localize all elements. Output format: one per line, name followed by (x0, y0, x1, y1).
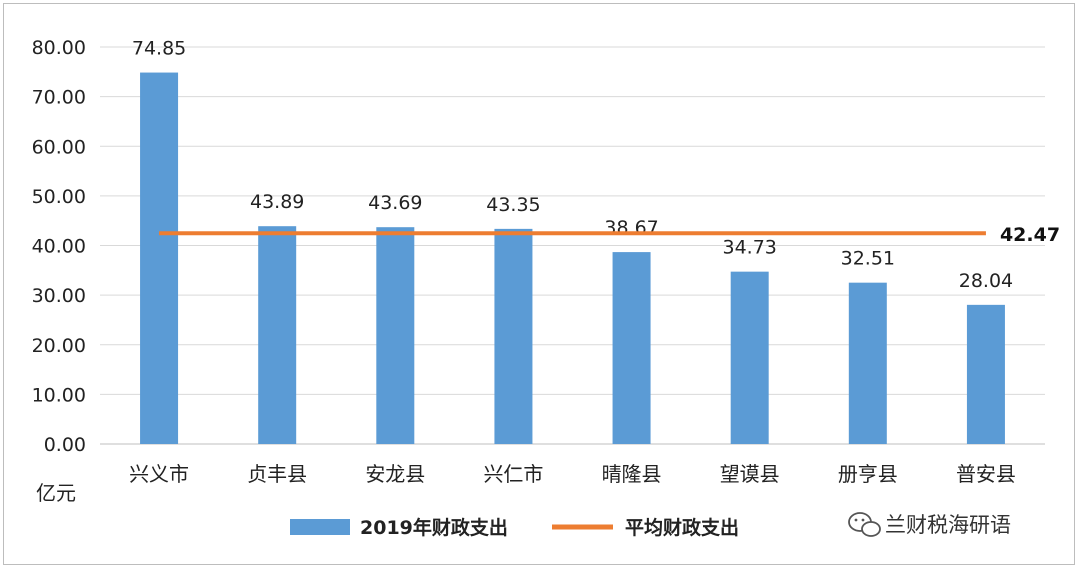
bars: 74.85 43.89 43.69 43.35 38.67 34.73 32.51 28.04 (132, 38, 1013, 444)
legend-label-bar: 2019年财政支出 (360, 516, 508, 539)
category-label: 望谟县 (720, 462, 780, 486)
category-label: 兴义市 (129, 462, 189, 486)
data-label: 38.67 (604, 217, 658, 239)
data-label: 32.51 (841, 248, 895, 270)
watermark-text: 兰财税海研语 (885, 513, 1011, 537)
legend-swatch-bar (290, 519, 350, 535)
y-tick-label: 10.00 (32, 384, 86, 406)
data-label: 43.69 (368, 192, 422, 214)
bar (376, 227, 415, 444)
y-tick-label: 40.00 (32, 236, 86, 258)
data-label: 43.89 (250, 191, 304, 213)
x-axis-categories: 兴义市 贞丰县 安龙县 兴仁市 晴隆县 望谟县 册亨县 普安县 (129, 462, 1016, 486)
category-label: 晴隆县 (602, 462, 662, 486)
bar (730, 271, 769, 444)
category-label: 安龙县 (365, 462, 425, 486)
y-axis-unit: 亿元 (36, 481, 76, 505)
y-tick-label: 20.00 (32, 335, 86, 357)
category-label: 兴仁市 (483, 462, 543, 486)
average-line: 42.47 (159, 224, 1060, 246)
y-tick-label: 70.00 (32, 87, 86, 109)
y-tick-label: 50.00 (32, 186, 86, 208)
legend: 2019年财政支出 平均财政支出 (290, 516, 739, 539)
watermark: 兰财税海研语 (848, 512, 1011, 537)
y-tick-label: 0.00 (44, 434, 86, 456)
category-label: 册亨县 (838, 462, 898, 486)
category-label: 普安县 (956, 462, 1016, 486)
bar (258, 226, 297, 444)
data-label: 43.35 (486, 194, 540, 216)
y-tick-label: 80.00 (32, 37, 86, 59)
bar (140, 72, 179, 444)
bar (966, 304, 1005, 444)
y-axis-ticks: 0.00 10.00 20.00 30.00 40.00 50.00 60.00 70.00 8… (32, 37, 86, 456)
average-value-label: 42.47 (1000, 224, 1060, 246)
wechat-icon (848, 512, 881, 537)
data-label: 28.04 (959, 270, 1013, 292)
data-label: 74.85 (132, 38, 186, 60)
y-tick-label: 60.00 (32, 136, 86, 158)
bar (848, 282, 887, 444)
gridlines (100, 46, 1045, 445)
bar (494, 228, 533, 444)
chart-frame (3, 3, 1075, 565)
legend-label-line: 平均财政支出 (625, 516, 739, 539)
y-tick-label: 30.00 (32, 285, 86, 307)
category-label: 贞丰县 (247, 462, 307, 486)
bar (612, 252, 651, 444)
data-label: 34.73 (722, 237, 776, 259)
